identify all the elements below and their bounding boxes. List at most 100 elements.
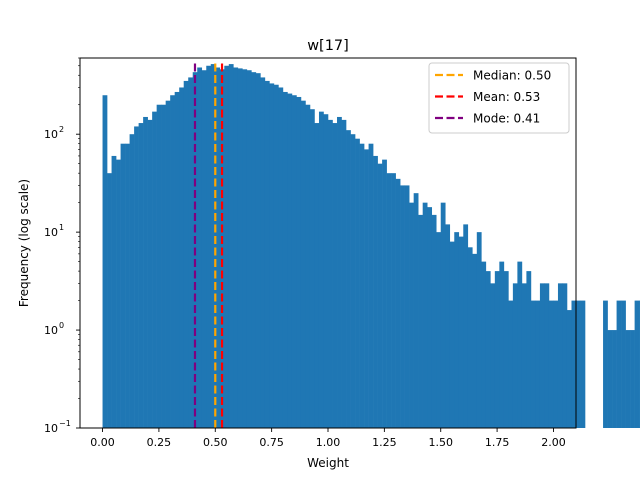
histogram-bar [197, 67, 202, 428]
histogram-bar [269, 83, 274, 428]
y-tick-exponent: 0 [59, 321, 64, 330]
histogram-bar [148, 120, 153, 428]
histogram-bar [463, 224, 468, 428]
histogram-bar [499, 262, 504, 428]
histogram-bar [441, 203, 446, 428]
histogram-bar [211, 64, 216, 428]
histogram-bar [333, 123, 338, 428]
histogram-bar [400, 185, 405, 428]
histogram-bar [396, 179, 401, 428]
chart-title: w[17] [307, 38, 349, 54]
histogram-bar [152, 112, 157, 428]
histogram-bar [621, 301, 626, 428]
histogram-bar [121, 144, 126, 428]
legend-label: Median: 0.50 [473, 69, 551, 83]
histogram-bar [603, 301, 608, 428]
histogram-bar [337, 117, 342, 428]
histogram-bar [535, 301, 540, 428]
y-axis-label: Frequency (log scale) [17, 179, 31, 307]
histogram-bar [247, 70, 252, 428]
histogram-bar [504, 271, 509, 428]
histogram-bar [369, 144, 374, 428]
histogram-bar [328, 120, 333, 428]
histogram-bar [107, 173, 112, 428]
histogram-bar [517, 262, 522, 428]
histogram-bar [179, 87, 184, 428]
histogram-bar [287, 94, 292, 428]
histogram-bar [170, 95, 175, 428]
histogram-bar [508, 301, 513, 428]
histogram-bar [130, 134, 135, 428]
histogram-bar [355, 139, 360, 428]
histogram-bar [292, 95, 297, 428]
histogram-bar [364, 149, 369, 428]
histogram-bar [450, 242, 455, 428]
y-tick-exponent: 1 [59, 223, 64, 232]
histogram-bar [175, 92, 180, 428]
legend-label: Mean: 0.53 [473, 90, 540, 104]
histogram-bar [251, 72, 256, 428]
histogram-bar [472, 254, 477, 428]
histogram-bar [468, 247, 473, 428]
histogram-bar [427, 207, 432, 428]
x-tick-label: 0.25 [147, 436, 172, 449]
histogram-bar [305, 105, 310, 428]
y-tick-label: 10 [44, 226, 58, 239]
histogram-bar [188, 77, 193, 428]
histogram-bar [486, 271, 491, 428]
histogram-bar [323, 114, 328, 428]
histogram-bar [116, 160, 121, 428]
histogram-bar [522, 283, 527, 428]
x-tick-label: 0.50 [203, 436, 228, 449]
histogram-bar [445, 224, 450, 428]
histogram-bar [283, 92, 288, 428]
histogram-bar [103, 95, 108, 428]
histogram-bar [256, 73, 261, 428]
histogram-bar [635, 301, 640, 428]
y-tick-label: 10 [44, 324, 58, 337]
histogram-bar [513, 283, 518, 428]
histogram-bar [260, 77, 265, 428]
histogram-bar [157, 105, 162, 428]
histogram-bar [296, 97, 301, 428]
histogram-bar [382, 160, 387, 428]
histogram-bar [134, 126, 139, 428]
histogram-bar [495, 271, 500, 428]
histogram-bar [436, 232, 441, 428]
histogram-bar [206, 66, 211, 428]
histogram-bar [143, 117, 148, 428]
legend-label: Mode: 0.41 [473, 112, 540, 126]
histogram-bar [405, 185, 410, 428]
histogram-bar [342, 120, 347, 428]
histogram-bar [391, 173, 396, 428]
histogram-bar [351, 134, 356, 428]
histogram-bar [161, 105, 166, 428]
histogram-bar [278, 87, 283, 428]
histogram-bar [378, 164, 383, 428]
histogram-bar [490, 283, 495, 428]
histogram-bar [540, 283, 545, 428]
y-tick-label: 10 [44, 128, 58, 141]
histogram-bar [301, 101, 306, 428]
histogram-bar [319, 112, 324, 428]
x-tick-label: 1.00 [316, 436, 341, 449]
histogram-bar [553, 301, 558, 428]
histogram-bar [373, 156, 378, 428]
histogram-bar [423, 203, 428, 428]
histogram-bar [202, 70, 207, 428]
histogram-bar [238, 68, 243, 428]
histogram-bar [125, 144, 130, 428]
histogram-bar [346, 130, 351, 428]
x-tick-label: 1.25 [372, 436, 397, 449]
x-axis-ticks: 0.00 0.25 0.50 0.75 1.00 1.25 1.50 1.75 2.00 [90, 428, 565, 449]
histogram-bar [314, 123, 319, 428]
legend: Median: 0.50 Mean: 0.53 Mode: 0.41 [429, 63, 569, 133]
histogram-bar [274, 85, 279, 428]
histogram-bar [581, 301, 586, 428]
histogram-bar [617, 301, 622, 428]
histogram-bar [630, 330, 635, 428]
histogram-bar [233, 67, 238, 428]
histogram-bar [224, 66, 229, 428]
